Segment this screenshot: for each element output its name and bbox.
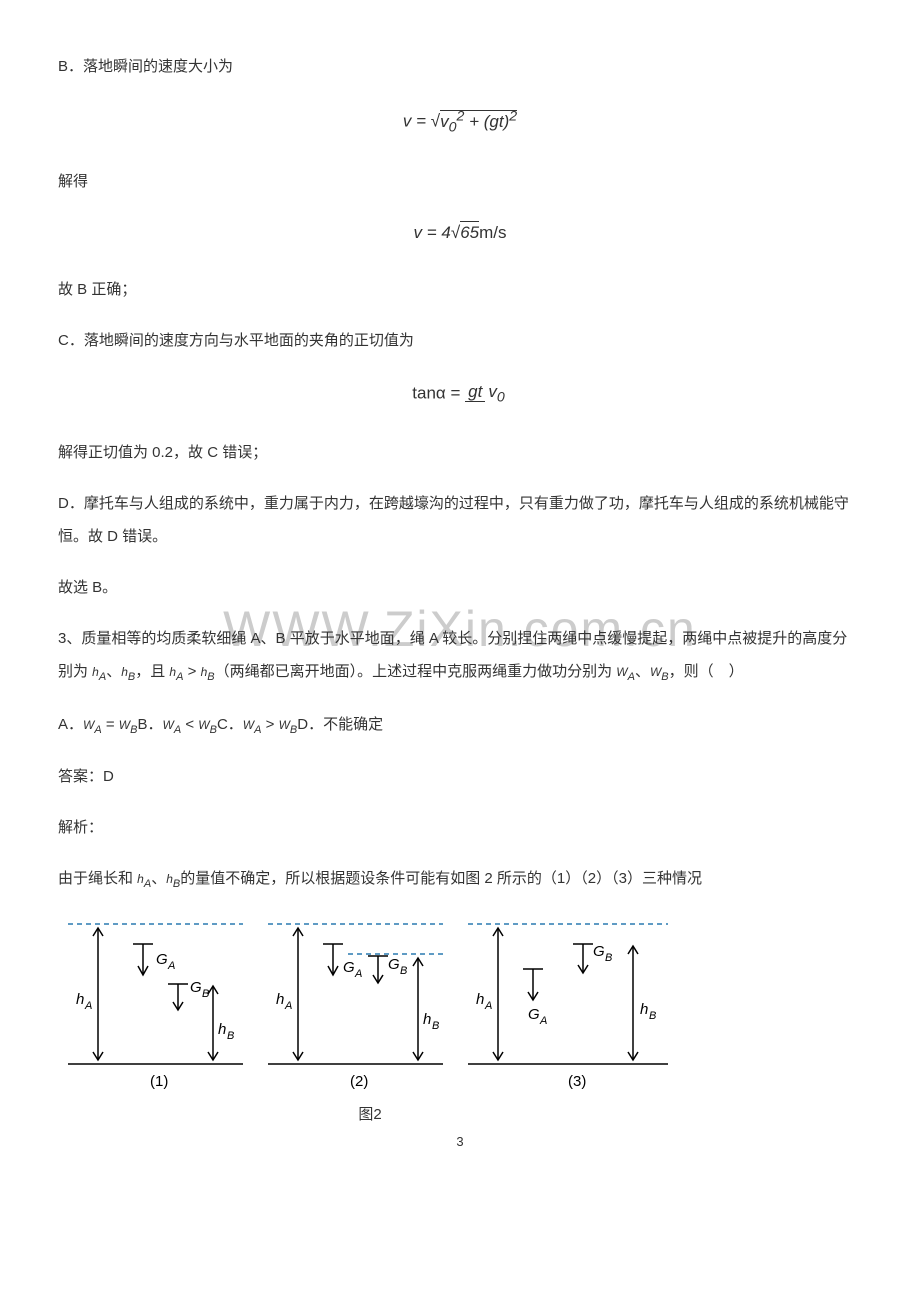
svg-text:(2): (2) <box>350 1073 368 1090</box>
optD-pre: D．不能确定 <box>297 716 383 733</box>
optC-pre: C． <box>217 716 243 733</box>
f1-var-v: v <box>440 112 449 131</box>
svg-text:h: h <box>76 991 84 1008</box>
f1-gt: (gt) <box>484 112 510 131</box>
q3-hb2-sub: B <box>207 671 214 683</box>
oB-wb: W <box>198 718 209 732</box>
svg-text:A: A <box>354 968 362 980</box>
svg-text:G: G <box>388 956 400 973</box>
formula-3: tanα = gtv0 <box>58 382 862 406</box>
jiexi-label: 解析： <box>58 811 862 844</box>
oA-wa-s: A <box>94 724 101 736</box>
option-c-title: C．落地瞬间的速度方向与水平地面的夹角的正切值为 <box>58 324 862 357</box>
oA-wa: W <box>83 718 94 732</box>
figure-2: hA GA GB hB (1) <box>58 914 862 1124</box>
svg-text:B: B <box>227 1030 234 1042</box>
oA-wb: W <box>119 718 130 732</box>
analysis-text: 由于绳长和 hA、hB的量值不确定，所以根据题设条件可能有如图 2 所示的（1）… <box>58 862 862 896</box>
q3-m3: > <box>183 663 200 680</box>
q3-hb: h <box>121 665 128 679</box>
f3-lhs: tanα = <box>412 384 465 403</box>
f3-den-v: v <box>488 382 497 401</box>
f2-unit: m/s <box>479 223 506 242</box>
svg-text:B: B <box>605 952 612 964</box>
svg-text:B: B <box>649 1010 656 1022</box>
oB-wa: W <box>162 718 173 732</box>
f1-sup2b: 2 <box>509 108 517 124</box>
formula-2: v = 4√65m/s <box>58 223 862 243</box>
svg-text:(3): (3) <box>568 1073 586 1090</box>
an-hb: h <box>166 872 173 886</box>
svg-text:G: G <box>156 951 168 968</box>
svg-text:h: h <box>476 991 484 1008</box>
oC-wb: W <box>279 718 290 732</box>
svg-text:h: h <box>423 1011 431 1028</box>
q3-m4: （两绳都已离开地面）。上述过程中克服两绳重力做功分别为 <box>215 663 617 680</box>
option-b-title: B．落地瞬间的速度大小为 <box>58 50 862 83</box>
figure-caption: 图2 <box>58 1103 862 1124</box>
options-line: A．WA = WBB．WA < WBC．WA > WBD．不能确定 <box>58 708 862 742</box>
svg-text:A: A <box>167 960 175 972</box>
svg-text:A: A <box>84 1000 92 1012</box>
q3-m5: 、 <box>635 663 650 680</box>
select-b: 故选 B。 <box>58 571 862 604</box>
svg-text:B: B <box>400 965 407 977</box>
optB-pre: B． <box>137 716 162 733</box>
f1-sup2a: 2 <box>456 108 464 124</box>
svg-text:(1): (1) <box>150 1073 168 1090</box>
option-b-correct: 故 B 正确； <box>58 273 862 306</box>
svg-text:G: G <box>190 979 202 996</box>
question-3: 3、质量相等的均质柔软细绳 A、B 平放于水平地面，绳 A 较长。分别捏住两绳中… <box>58 622 862 689</box>
q3-wa-sub: A <box>628 671 635 683</box>
q3-wb: W <box>650 665 661 679</box>
svg-text:G: G <box>528 1006 540 1023</box>
figure-svg: hA GA GB hB (1) <box>58 914 678 1094</box>
svg-text:G: G <box>593 943 605 960</box>
oC-wa: W <box>243 718 254 732</box>
an-pre: 由于绳长和 <box>58 870 137 887</box>
f2-num: 65 <box>460 221 479 242</box>
option-c-result: 解得正切值为 0.2，故 C 错误； <box>58 436 862 469</box>
f2-pre: v = 4 <box>414 223 451 242</box>
formula-1: v = √v02 + (gt)2 <box>58 108 862 135</box>
an-ha: h <box>137 872 144 886</box>
svg-text:A: A <box>284 1000 292 1012</box>
f3-sub0: 0 <box>497 389 505 405</box>
oC-eq: > <box>261 716 278 733</box>
page-number: 3 <box>58 1134 862 1149</box>
text-jiede-1: 解得 <box>58 165 862 198</box>
q3-wa: W <box>616 665 627 679</box>
an-mid: 的量值不确定，所以根据题设条件可能有如图 2 所示的（1）（2）（3）三种情况 <box>180 870 702 887</box>
oB-wb-s: B <box>210 724 217 736</box>
q3-end: ，则（ ） <box>669 663 744 680</box>
content-area: B．落地瞬间的速度大小为 v = √v02 + (gt)2 解得 v = 4√6… <box>58 50 862 1149</box>
an-m1: 、 <box>151 870 166 887</box>
option-d-text: D．摩托车与人组成的系统中，重力属于内力，在跨越壕沟的过程中，只有重力做了功，摩… <box>58 487 862 553</box>
svg-text:h: h <box>640 1001 648 1018</box>
svg-text:h: h <box>218 1021 226 1038</box>
q3-wb-sub: B <box>661 671 668 683</box>
q3-ha: h <box>92 665 99 679</box>
f3-num: gt <box>468 382 482 401</box>
svg-text:A: A <box>539 1015 547 1027</box>
oB-eq: < <box>181 716 198 733</box>
formula1-lhs: v = <box>403 112 431 131</box>
svg-text:A: A <box>484 1000 492 1012</box>
svg-text:G: G <box>343 959 355 976</box>
answer: 答案：D <box>58 760 862 793</box>
svg-text:h: h <box>276 991 284 1008</box>
q3-m1: 、 <box>106 663 121 680</box>
svg-text:B: B <box>432 1020 439 1032</box>
q3-m2: ，且 <box>135 663 169 680</box>
optA-pre: A． <box>58 716 83 733</box>
oA-eq: = <box>102 716 119 733</box>
